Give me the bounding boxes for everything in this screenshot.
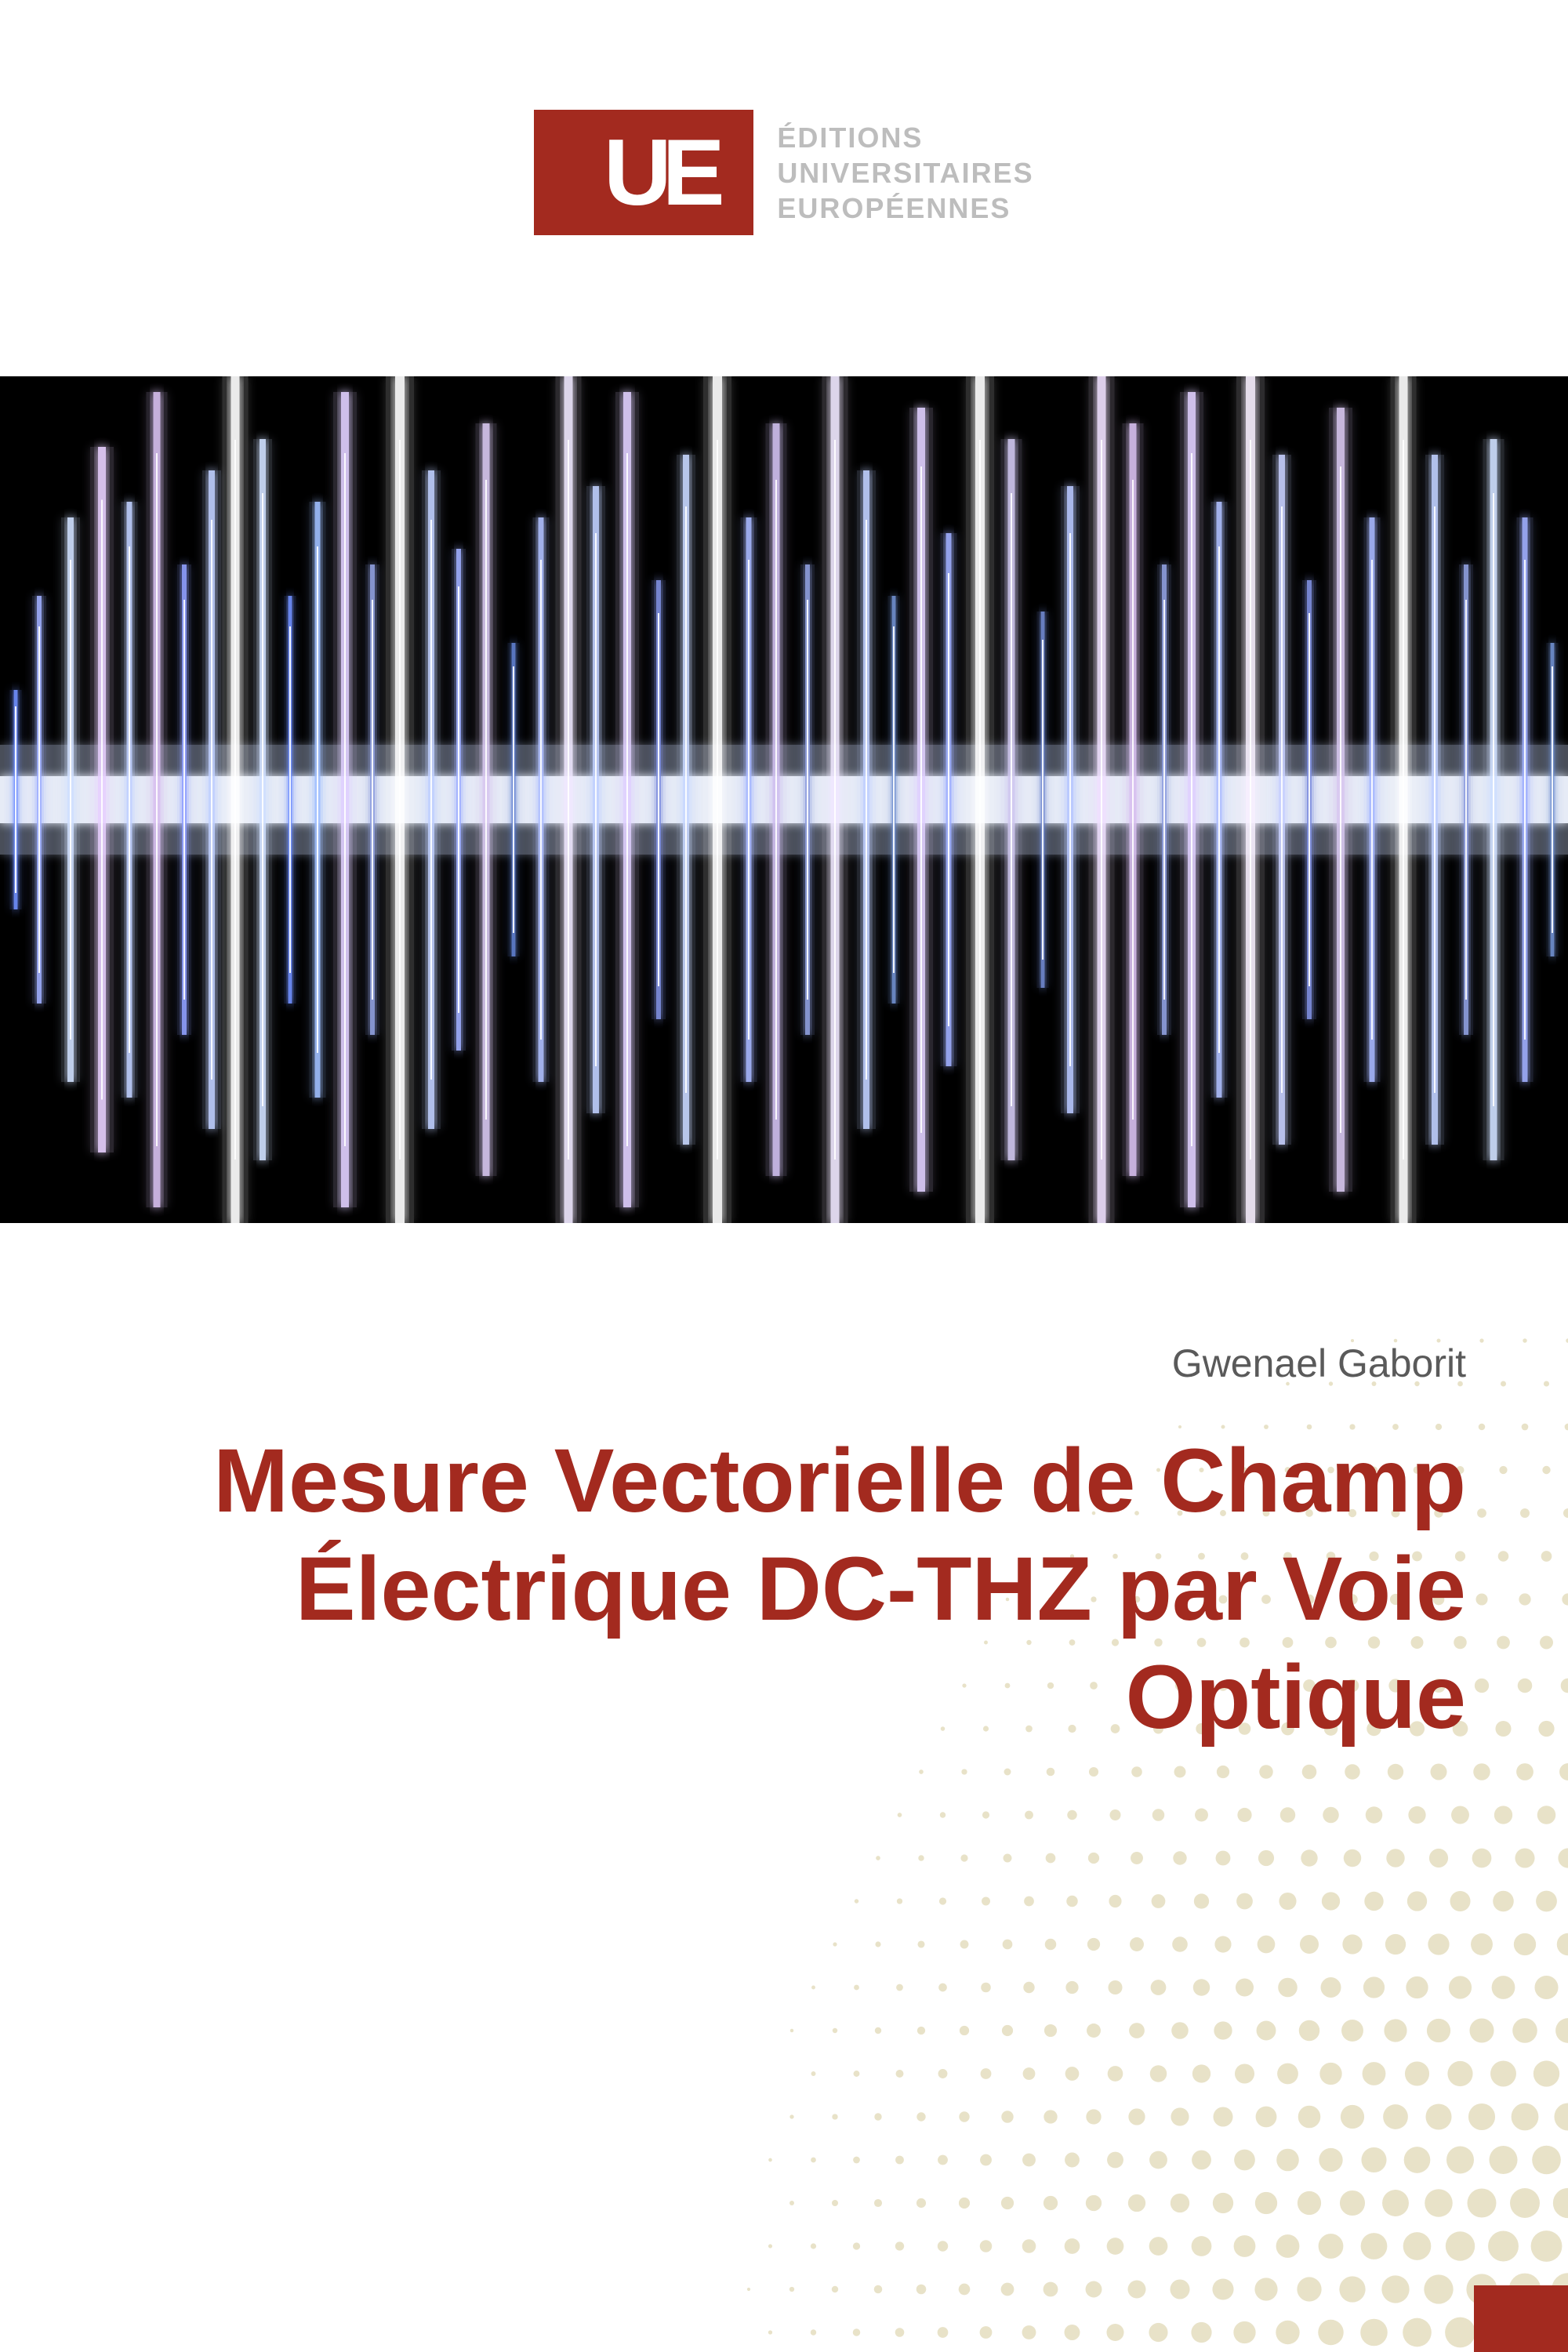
- logo-letters: UE: [604, 125, 716, 220]
- halftone-dots: [706, 1254, 1568, 2352]
- publisher-name: ÉDITIONS UNIVERSITAIRES EUROPÉENNES: [777, 120, 1033, 226]
- corner-accent: [1474, 2285, 1568, 2352]
- author-name: Gwenael Gaborit: [1172, 1341, 1466, 1386]
- publisher-logo-area: UE ÉDITIONS UNIVERSITAIRES EUROPÉENNES: [0, 110, 1568, 235]
- publisher-line2: UNIVERSITAIRES: [777, 155, 1033, 191]
- publisher-logo-mark: UE: [534, 110, 753, 235]
- publisher-line1: ÉDITIONS: [777, 120, 1033, 155]
- book-title: Mesure Vectorielle de Champ Électrique D…: [118, 1427, 1466, 1751]
- waveform-graphic: [0, 376, 1568, 1223]
- publisher-line3: EUROPÉENNES: [777, 191, 1033, 226]
